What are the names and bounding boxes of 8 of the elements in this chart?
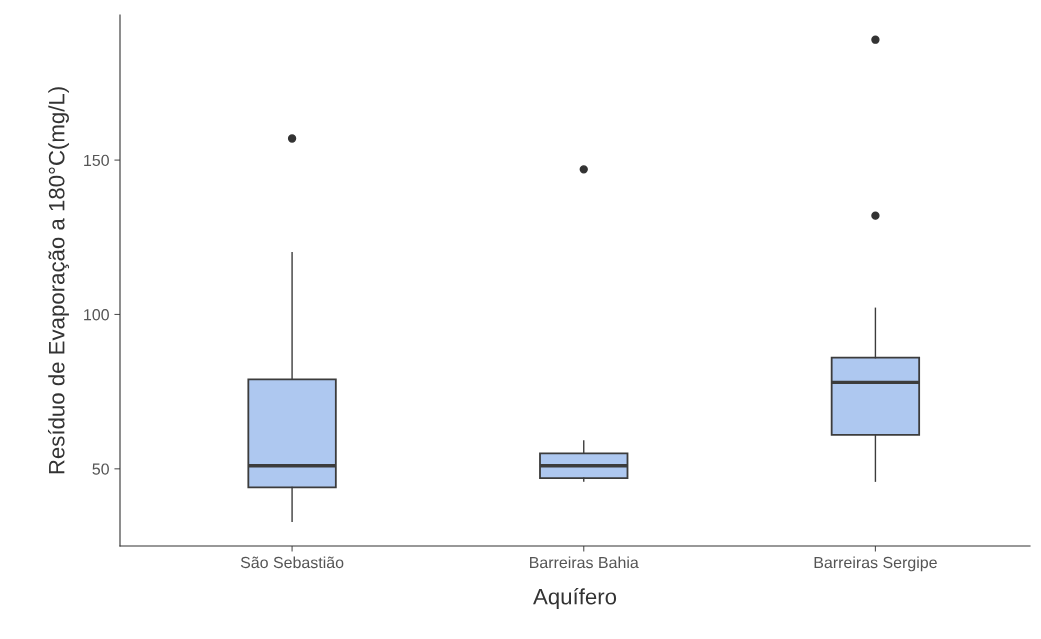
x-axis-title: Aquífero xyxy=(533,587,617,609)
y-tick-label: 100 xyxy=(84,309,109,321)
x-tick-label: São Sebastião xyxy=(240,556,344,569)
y-tick-label: 50 xyxy=(92,463,109,475)
y-axis-title: Resíduo de Evaporação a 180°C(mg/L) xyxy=(47,87,70,474)
x-tick-label: Barreiras Bahia xyxy=(530,556,639,569)
y-tick-label: 150 xyxy=(84,154,109,167)
x-tick-label: Barreiras Sergipe xyxy=(814,556,937,572)
